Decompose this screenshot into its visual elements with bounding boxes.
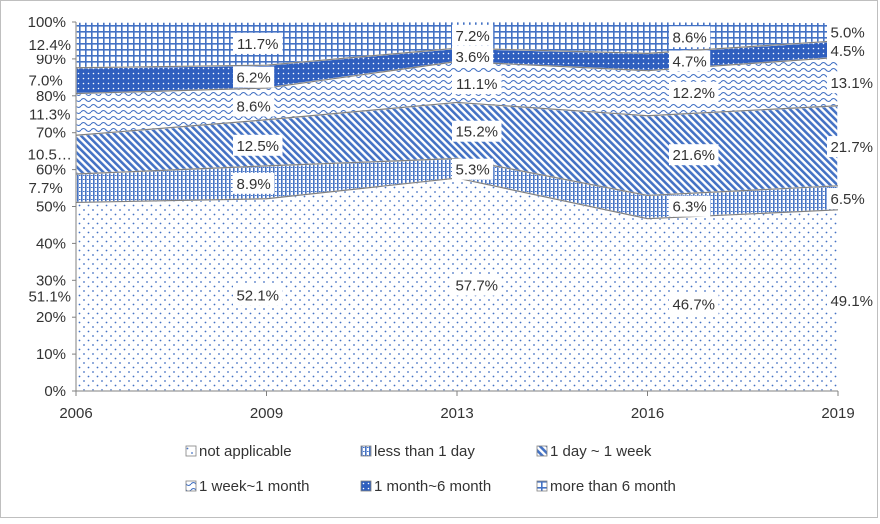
data-label-background — [827, 188, 869, 210]
data-label: 11.1% — [456, 76, 497, 93]
data-label-background — [669, 144, 719, 166]
data-label-background — [669, 293, 719, 315]
data-label-background — [669, 81, 719, 103]
data-label-background — [452, 274, 502, 296]
data-label-background — [233, 32, 283, 54]
data-label: 6.3% — [672, 199, 706, 216]
legend-label: more than 6 month — [550, 478, 676, 495]
x-tick-label: 2016 — [631, 405, 664, 422]
data-label-background — [233, 284, 283, 306]
data-label-background — [827, 72, 877, 94]
legend-label: 1 week~1 month — [199, 478, 310, 495]
data-label-background — [452, 24, 494, 46]
data-label: 6.5% — [830, 191, 864, 208]
data-label-background — [452, 73, 502, 95]
data-label-background — [669, 50, 711, 72]
data-label: 3.6% — [455, 49, 489, 66]
data-label: 6.2% — [236, 70, 270, 87]
data-labels: 51.1% 52.1% 57.7% 46.7% 49.1% 7.7% 8.9% 5.3% 6.3… — [25, 21, 877, 315]
data-label-background — [452, 158, 494, 180]
data-label-background — [827, 136, 877, 158]
legend-swatch — [536, 480, 548, 492]
data-label-background — [233, 172, 275, 194]
data-label: 10.5… — [28, 147, 72, 164]
series-boundary-line — [75, 101, 839, 136]
legend-swatch — [360, 445, 372, 457]
x-tick-label: 2013 — [440, 405, 473, 422]
y-tick-label: 30% — [36, 272, 66, 289]
data-label-background — [827, 289, 877, 311]
axes: 0% 10% 20% 30% 40% 50% 60% 70% 80% 90% 100% 2006 200… — [28, 14, 855, 422]
data-label-background — [233, 66, 275, 88]
data-label: 12.4% — [28, 37, 71, 54]
legend-swatch — [185, 445, 197, 457]
data-label: 7.2% — [455, 28, 489, 45]
y-tick-label: 70% — [36, 125, 66, 142]
data-label-background — [233, 95, 275, 117]
x-tick-label: 2019 — [821, 405, 854, 422]
y-tick-label: 100% — [28, 14, 66, 31]
data-label-background — [827, 39, 869, 61]
data-label: 8.6% — [236, 99, 270, 116]
data-label: 51.1% — [28, 289, 71, 306]
data-label-background — [25, 285, 75, 307]
series-boundary-line — [75, 157, 839, 197]
data-label: 5.0% — [830, 24, 864, 41]
legend-label: 1 month~6 month — [374, 478, 491, 495]
data-label: 57.7% — [455, 278, 498, 295]
x-tick-label: 2006 — [59, 405, 92, 422]
data-label: 13.1% — [830, 75, 873, 92]
data-label: 12.5% — [236, 138, 279, 155]
data-label-background — [452, 120, 502, 142]
data-label: 21.7% — [830, 139, 873, 156]
data-label: 8.6% — [672, 29, 706, 46]
data-label: 7.7% — [28, 180, 62, 197]
legend: not applicable less than 1 day 1 day ~ 1 w… — [185, 443, 676, 495]
data-label: 49.1% — [830, 293, 873, 310]
data-label: 7.0% — [28, 73, 62, 90]
data-label-background — [25, 69, 67, 91]
legend-label: not applicable — [199, 443, 292, 460]
data-label: 46.7% — [672, 297, 715, 314]
data-label: 12.2% — [672, 85, 715, 102]
data-label: 15.2% — [455, 124, 498, 141]
data-label-background — [827, 21, 869, 43]
legend-label: less than 1 day — [374, 443, 475, 460]
y-tick-label: 20% — [36, 309, 66, 326]
data-label-background — [25, 177, 67, 199]
data-label-background — [669, 26, 711, 48]
y-tick-label: 10% — [36, 346, 66, 363]
legend-swatch — [185, 480, 197, 492]
y-tick-label: 90% — [36, 51, 66, 68]
data-label: 52.1% — [236, 287, 279, 304]
data-label: 11.7% — [237, 36, 278, 53]
data-label: 4.5% — [830, 43, 864, 60]
data-label-background — [25, 33, 75, 55]
y-tick-label: 80% — [36, 88, 66, 105]
legend-swatch — [360, 480, 372, 492]
data-label-background — [669, 195, 711, 217]
x-tick-label: 2009 — [250, 405, 283, 422]
y-tick-label: 50% — [36, 199, 66, 216]
data-label-background — [452, 46, 494, 68]
data-label: 11.3% — [29, 106, 70, 123]
data-label: 5.3% — [455, 162, 489, 179]
y-tick-label: 40% — [36, 235, 66, 252]
legend-label: 1 day ~ 1 week — [550, 443, 652, 460]
data-label: 4.7% — [672, 54, 706, 71]
y-tick-label: 0% — [44, 383, 66, 400]
data-label-background — [233, 134, 283, 156]
data-label-background — [25, 143, 75, 165]
data-label: 21.6% — [672, 147, 715, 164]
data-label: 8.9% — [236, 176, 270, 193]
legend-swatch — [536, 445, 548, 457]
data-label-background — [25, 103, 75, 125]
y-tick-label: 60% — [36, 162, 66, 179]
